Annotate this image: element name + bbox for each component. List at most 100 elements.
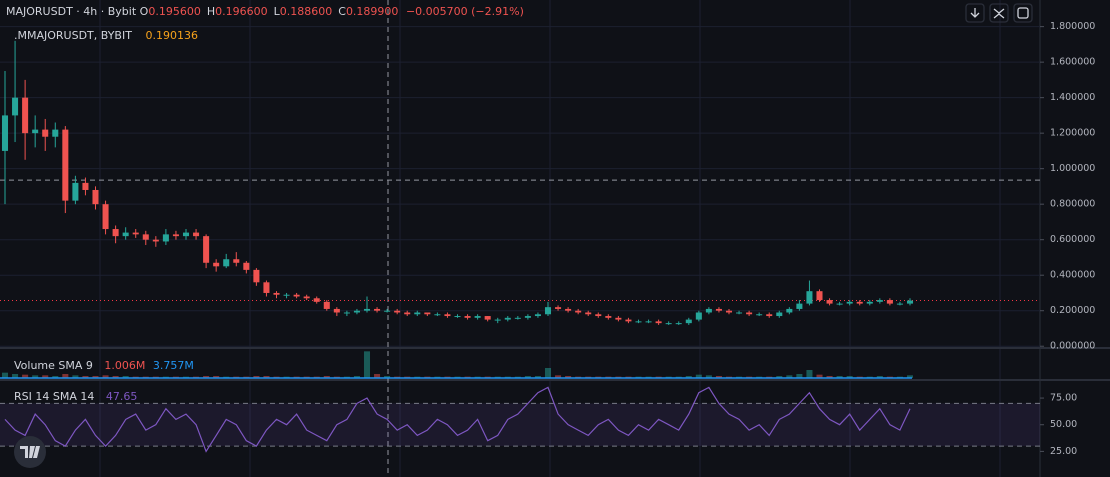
candle-body [836,303,843,305]
volume-bar [203,376,210,378]
candle-body [363,308,371,311]
candle-body [22,97,29,134]
volume-bar [374,374,381,378]
volume-bar [253,376,260,378]
candle-body [876,300,883,302]
candle-body [162,234,169,242]
candle-body [182,232,190,237]
candle-body [394,310,401,313]
volume-value: 1.006M [104,359,145,372]
volume-bar [384,376,391,378]
volume-bar [122,376,129,378]
candle-body [52,129,59,137]
volume-sma: 3.757M [153,359,194,372]
button-maximize[interactable] [1013,3,1033,23]
volume-bar [82,376,89,378]
ohlc-key: O [140,5,149,18]
candle-body [42,129,49,137]
candle-body [263,282,270,293]
volume-bar [72,375,79,378]
candle-body [62,129,69,201]
candle-body [404,312,411,315]
y-tick-label: 0.000000 [1050,341,1095,352]
candle-body [484,316,491,320]
candle-body [434,314,441,316]
candle-body [283,294,290,296]
volume-bar [32,375,39,378]
candle-body [303,296,310,299]
y-tick-label: 0.400000 [1050,270,1095,281]
volume-bar [323,376,330,378]
candle-body [655,321,662,324]
volume-bar [363,351,371,378]
candle-body [193,232,200,237]
button-down[interactable] [965,3,985,23]
ohlc-key: C [338,5,346,18]
volume-bar [816,374,823,378]
ohlc-value: 0.196600 [215,5,268,18]
rsi-tick-label: 75.00 [1050,393,1077,404]
volume-title: Volume SMA 9 [14,359,93,372]
candle-body [414,312,421,315]
volume-bar [544,368,552,378]
volume-bar [796,374,803,378]
y-tick-label: 0.200000 [1050,305,1095,316]
candle-body [565,308,572,311]
overlay-value: 0.190136 [145,29,198,42]
volume-bar [102,375,109,378]
candle-body [474,316,481,318]
ohlc-value: 0.188600 [280,5,333,18]
candle-body [846,301,853,304]
candle-body [555,307,562,309]
candle-body [796,303,803,309]
candle-body [625,319,632,322]
candle-body [856,301,863,304]
volume-bar [555,375,562,378]
volume-bar [353,376,360,378]
candle-body [1,115,9,151]
volume-bar [685,376,692,378]
candle-body [424,312,431,315]
volume-bar [876,376,883,378]
rsi-value: 47.65 [106,390,138,403]
candle-body [464,316,471,318]
y-tick-label: 1.800000 [1050,21,1095,32]
candle-body [313,298,320,302]
candle-body [152,239,159,242]
candle-body [333,308,340,313]
volume-bar [92,376,99,378]
volume-bar [565,376,572,378]
button-collapse[interactable] [989,3,1009,23]
volume-bar [534,376,541,378]
volume-bar [826,376,833,378]
candle-body [615,317,622,320]
candle-body [353,310,360,313]
candle-body [494,319,501,321]
y-tick-label: 1.400000 [1050,92,1095,103]
volume-bar [263,376,270,378]
volume-bar [22,374,29,378]
overlay-legend: .MMAJORUSDT, BYBIT 0.190136 [14,29,198,42]
volume-bar [1,372,9,378]
candle-body [776,312,783,317]
candle-body [223,259,230,267]
candle-body [756,314,763,316]
candle-body [273,292,280,295]
candle-body [866,301,873,304]
candle-body [504,317,511,320]
volume-legend: Volume SMA 9 1.006M 3.757M [14,359,194,372]
candle-body [384,310,391,312]
candle-body [896,303,903,305]
candle-body [766,314,773,317]
rsi-title: RSI 14 SMA 14 [14,390,94,403]
volume-bar [846,376,853,378]
volume-bar [12,374,19,378]
candle-body [374,308,381,311]
overlay-name: .MMAJORUSDT, BYBIT [14,29,132,42]
tv-logo [14,436,46,468]
candle-body [675,323,682,325]
chart-header: MAJORUSDT · 4h · Bybit O0.195600 H0.19660… [6,5,524,18]
volume-bar [715,376,722,378]
